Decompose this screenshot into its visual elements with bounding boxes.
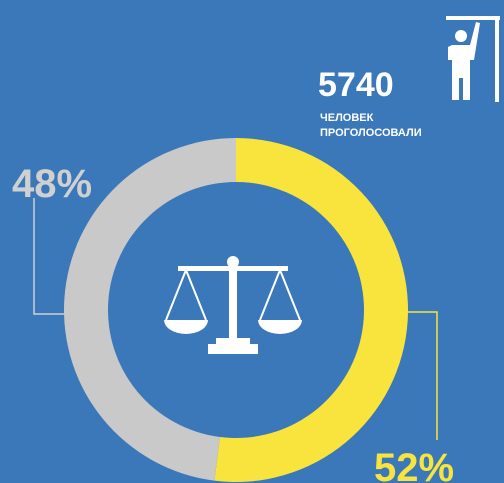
- total-caption: ПРОГОЛОСОВАЛИ: [320, 127, 422, 139]
- leader-line: [33, 198, 64, 315]
- leader-line: [408, 311, 438, 440]
- donut-slice: [214, 138, 408, 482]
- donut: [63, 138, 408, 482]
- donut-slice: [63, 138, 236, 481]
- total-caption: ЧЕЛОВЕК: [320, 112, 374, 124]
- total-count: 5740: [318, 66, 394, 104]
- value-label: 52%: [374, 446, 454, 483]
- voter-icon: [446, 16, 500, 102]
- value-label: 48%: [12, 162, 92, 206]
- scales-icon: [164, 256, 302, 354]
